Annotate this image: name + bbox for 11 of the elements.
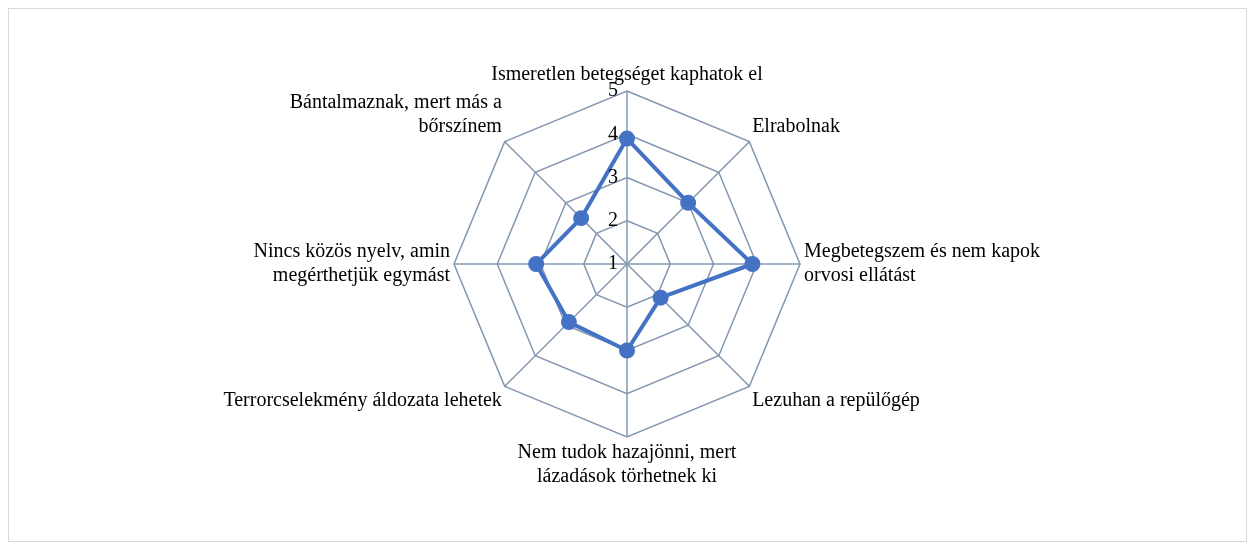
spoke-label: Nincs közös nyelv, amin megérthetjük egymást: [253, 239, 451, 287]
spoke-label: Megbetegszem és nem kapok orvosi ellátást: [804, 239, 1041, 286]
spoke-label: Nem tudok hazajönni, mert lázadások törhetnek ki: [517, 440, 737, 487]
spoke-label: Elrabolnak: [752, 114, 840, 137]
spoke-label: Terrorcselekmény áldozata lehetek: [223, 388, 502, 412]
y-tick-label: 3: [608, 164, 618, 187]
y-tick-label: 1: [608, 251, 618, 274]
spoke-label: Lezuhan a repülőgép: [752, 388, 920, 412]
y-tick-label: 2: [608, 208, 618, 230]
spoke-label: Bántalmaznak, mert más a bőrszínem: [289, 90, 503, 137]
y-tick-label: 4: [608, 121, 618, 144]
